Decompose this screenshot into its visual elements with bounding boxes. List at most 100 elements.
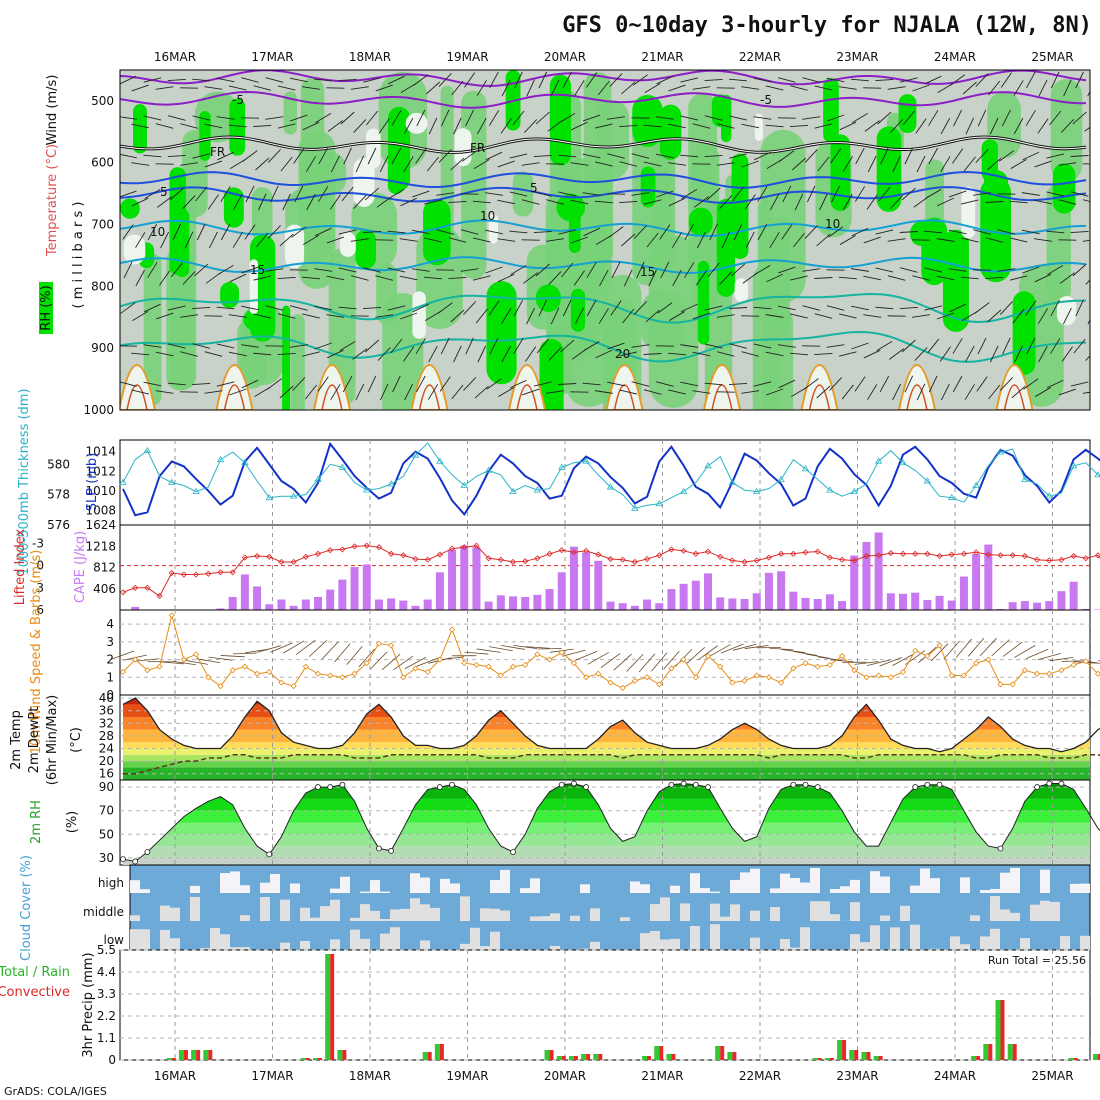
contour-label: 10	[150, 225, 165, 239]
cloud-cell	[520, 888, 530, 893]
lifted-index-marker	[278, 558, 285, 566]
rh-cell-mid	[590, 174, 612, 297]
rh-cell-dry	[454, 128, 472, 167]
rh-cell-dry	[405, 112, 428, 134]
wind-barb	[147, 223, 158, 241]
thickness-marker	[582, 457, 590, 464]
wind-barb	[403, 117, 414, 135]
cape-bar	[984, 544, 993, 610]
cape-bar	[496, 595, 505, 610]
wind-barb	[144, 303, 161, 313]
cloud-cell	[420, 940, 430, 950]
surface-wind-barb	[1037, 653, 1061, 661]
cloud-cell	[700, 888, 710, 893]
tick-30: 30	[99, 851, 114, 865]
wind-barb	[318, 186, 329, 202]
precip-total-bar	[861, 1052, 867, 1060]
cloud-cell	[820, 901, 830, 921]
wind-speed-marker	[253, 670, 261, 677]
wind-barb	[745, 231, 755, 249]
rh-marker	[924, 781, 931, 788]
cape-bar	[606, 601, 615, 610]
wind-speed-marker	[119, 668, 127, 676]
wind-barb	[388, 189, 405, 199]
rh-cell-dry	[284, 224, 305, 269]
wind-barb	[350, 86, 369, 90]
thickness-marker	[923, 477, 932, 484]
cape-bar	[1057, 591, 1066, 610]
wind-barb	[306, 193, 316, 211]
wind-barb	[719, 195, 733, 209]
cloud-cell	[300, 940, 310, 950]
wind-barb	[391, 110, 402, 126]
precip-convective-bar	[318, 1058, 322, 1060]
wind-barb	[513, 299, 524, 317]
wind-speed-marker	[351, 670, 358, 677]
wind-barb	[1050, 338, 1061, 354]
precip-total-bar	[313, 1058, 318, 1060]
wind-barb	[387, 305, 406, 311]
wind-barb	[363, 267, 381, 273]
rh-marker	[912, 784, 919, 790]
wind-barb	[851, 227, 869, 237]
cloud-cell	[420, 877, 430, 893]
surface-wind-barb	[587, 652, 609, 665]
wind-barb	[632, 74, 648, 86]
wind-speed-marker	[522, 661, 529, 668]
wind-barb	[890, 119, 904, 133]
wind-barb	[204, 390, 223, 394]
wind-barb	[924, 305, 943, 311]
wind-speed-marker	[241, 663, 248, 670]
thickness-marker	[314, 475, 322, 482]
wind-barb	[497, 273, 515, 283]
cape-bar	[923, 600, 932, 610]
precip-convective-bar	[208, 1050, 213, 1060]
wind-barb	[792, 232, 806, 248]
wind-barb	[415, 148, 427, 164]
thickness-marker	[533, 486, 542, 493]
rh-marker	[510, 849, 516, 855]
wind-barb	[864, 120, 880, 132]
wind-barb	[302, 351, 320, 357]
cloud-cell	[960, 877, 970, 893]
wind-barb	[220, 223, 231, 241]
wind-barb	[668, 162, 686, 166]
wind-barb	[277, 353, 296, 355]
wind-barb	[451, 384, 464, 400]
lifted-index-marker	[375, 544, 383, 551]
cape-bar	[253, 586, 262, 610]
wind-barb	[228, 314, 247, 318]
cloud-cell	[380, 919, 390, 921]
cloud-cell	[950, 936, 960, 950]
wind-barb	[657, 302, 673, 314]
precip-total-bar	[300, 1058, 306, 1060]
wind-barb	[704, 382, 723, 386]
cape-bar	[825, 594, 834, 610]
wind-barb	[949, 303, 966, 313]
wind-barb	[291, 226, 307, 238]
cloud-cell	[130, 880, 140, 893]
wind-barb	[1073, 338, 1086, 354]
cloud-cell	[570, 915, 580, 921]
wind-barb	[338, 306, 357, 310]
wind-barb	[692, 390, 711, 394]
tick-3: 3	[106, 635, 114, 649]
wind-barb	[777, 77, 796, 83]
wind-barb	[838, 351, 857, 357]
wind-barb	[729, 153, 747, 159]
cloud-cell	[230, 947, 240, 950]
wind-speed-marker	[1033, 670, 1041, 677]
rh-cell-dry	[734, 278, 749, 302]
tick-406: 406	[93, 582, 116, 596]
rh-field	[120, 70, 1083, 410]
wind-barb	[473, 159, 490, 169]
contour-labels: -5 -5 FR FR 5 5 10 10 10 15 15 20	[150, 93, 840, 361]
surface-wind-barb	[416, 657, 440, 667]
lifted-index-marker	[997, 552, 1004, 559]
wind-barb	[460, 229, 479, 235]
wind-speed-marker	[912, 647, 919, 654]
precip-total-bar	[568, 1056, 574, 1060]
surface-wind-barb	[525, 646, 550, 649]
cloud-cell	[410, 873, 420, 893]
